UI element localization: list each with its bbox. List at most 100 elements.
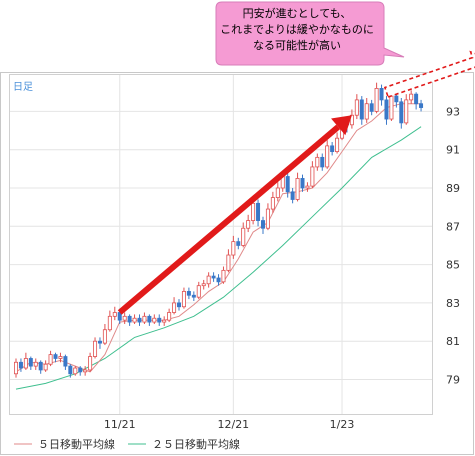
candle-body — [404, 99, 409, 124]
y-tick-label: 79 — [446, 374, 460, 387]
candle-body — [102, 329, 107, 344]
y-tick-label: 91 — [446, 144, 460, 157]
candle-body — [211, 275, 216, 279]
candle-body — [68, 365, 73, 375]
candle-body — [186, 291, 191, 296]
candle-body — [63, 356, 68, 367]
candle-body — [18, 361, 23, 369]
candle-body — [414, 93, 419, 105]
candle-body — [300, 178, 305, 189]
candle-body — [315, 156, 320, 168]
candle-body — [290, 191, 295, 200]
candle-body — [419, 103, 424, 108]
candle-body — [330, 145, 335, 153]
callout-text: 円安が進むとしても、 これまでよりは緩やかなものに なる可能性が高い — [214, 6, 380, 54]
candle-body — [305, 185, 310, 189]
candle-body — [216, 277, 221, 283]
candle-body — [394, 95, 399, 103]
candle-body — [38, 361, 43, 371]
candle-body — [310, 166, 315, 187]
candle-body — [73, 367, 78, 375]
candle-body — [88, 356, 93, 371]
trend-arrow-head — [331, 115, 352, 136]
y-tick-label: 83 — [446, 297, 460, 310]
candle-body — [256, 202, 261, 221]
candle-body — [295, 178, 300, 200]
callout-line-1: 円安が進むとしても、 — [242, 7, 352, 20]
candle-body — [172, 302, 177, 313]
candle-body — [181, 291, 186, 308]
candle-body — [162, 319, 167, 323]
candle-body — [23, 358, 28, 369]
candle-body — [13, 361, 18, 375]
candle-body — [241, 227, 246, 246]
candle-body — [127, 315, 132, 323]
y-tick-label: 87 — [446, 220, 460, 233]
candle-body — [389, 95, 394, 120]
candle-body — [231, 241, 236, 256]
candle-body — [78, 367, 83, 373]
candle-body — [206, 275, 211, 285]
period-label: 日足 — [13, 81, 33, 93]
candle-body — [409, 93, 414, 101]
legend-ma5-label: ５日移動平均線 — [38, 437, 115, 451]
x-axis-labels: 11/21 12/21 1/23 — [104, 418, 354, 431]
candle-body — [112, 312, 117, 317]
y-tick-label: 89 — [446, 182, 460, 195]
candle-body — [137, 317, 142, 323]
callout-line-2: これまでよりは緩やかなものに — [220, 23, 374, 36]
callout-line-3: なる可能性が高い — [253, 39, 341, 52]
y-axis-labels: 93 91 89 87 85 83 81 79 — [446, 105, 460, 386]
candle-body — [236, 241, 241, 246]
candle-body — [152, 317, 157, 323]
y-tick-label: 81 — [446, 335, 460, 348]
candle-body — [97, 340, 102, 344]
candle-body — [270, 197, 275, 210]
legend-ma25-label: ２５日移動平均線 — [152, 437, 240, 451]
candlestick-layer — [13, 82, 424, 378]
candle-body — [167, 312, 172, 321]
candle-body — [33, 361, 38, 367]
candle-body — [320, 156, 325, 168]
candle-body — [285, 176, 290, 193]
candle-body — [364, 103, 369, 120]
candle-body — [53, 354, 58, 359]
candle-body — [157, 317, 162, 323]
candle-body — [58, 356, 63, 359]
x-tick-label: 1/23 — [330, 418, 355, 431]
candle-body — [147, 315, 152, 323]
candle-body — [265, 208, 270, 229]
candle-body — [48, 354, 53, 365]
candle-body — [260, 220, 265, 229]
candle-body — [325, 145, 330, 168]
callout-bubble — [215, 1, 405, 66]
candle-body — [374, 88, 379, 112]
candle-body — [359, 99, 364, 120]
x-tick-label: 11/21 — [104, 418, 136, 431]
candle-body — [93, 340, 98, 357]
trend-arrow — [117, 124, 341, 315]
plot-area — [9, 74, 433, 415]
candle-body — [201, 283, 206, 287]
candle-body — [399, 101, 404, 124]
candle-body — [83, 369, 88, 373]
candle-body — [142, 315, 147, 323]
candle-body — [246, 220, 251, 229]
candle-body — [191, 294, 196, 298]
candle-body — [384, 99, 389, 120]
candle-body — [226, 254, 231, 271]
candle-body — [354, 99, 359, 116]
candle-body — [251, 202, 256, 221]
candle-body — [369, 103, 374, 112]
candle-body — [28, 358, 33, 367]
candle-body — [196, 285, 201, 298]
x-tick-label: 12/21 — [217, 418, 249, 431]
candle-body — [43, 363, 48, 371]
y-tick-label: 85 — [446, 259, 460, 272]
candle-body — [379, 88, 384, 101]
candle-body — [107, 315, 112, 331]
candle-body — [122, 315, 127, 321]
candle-body — [132, 317, 137, 323]
forecast-arrow — [383, 50, 475, 99]
